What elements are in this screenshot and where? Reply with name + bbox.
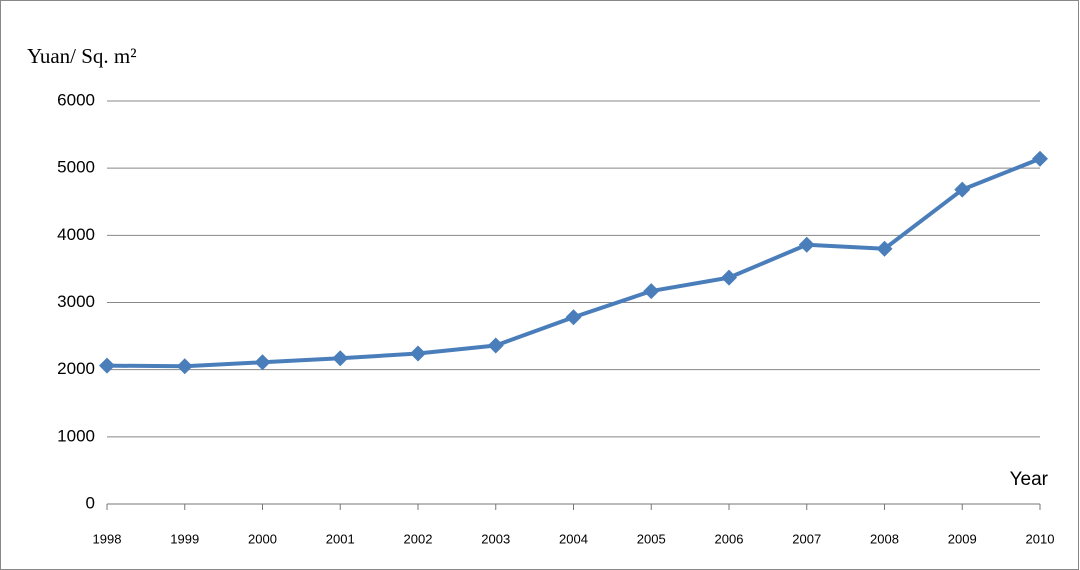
- point: [99, 357, 115, 374]
- point: [410, 345, 426, 362]
- y-tick-label: 0: [86, 493, 95, 512]
- x-tick-label: 2008: [870, 531, 899, 546]
- y-tick-label: 6000: [57, 90, 95, 109]
- x-tick-label: 1998: [93, 531, 122, 546]
- x-axis-label: Year: [1010, 469, 1049, 490]
- point: [176, 358, 193, 375]
- point: [487, 337, 504, 354]
- point: [254, 354, 271, 371]
- x-tick-label: 2003: [481, 531, 510, 546]
- x-tick-label: 1999: [170, 531, 199, 546]
- x-tick-label: 2010: [1026, 531, 1055, 546]
- x-tick-label: 2005: [637, 531, 666, 546]
- y-tick-label: 2000: [57, 359, 95, 378]
- x-tick-label: 2001: [326, 531, 355, 546]
- point: [954, 181, 971, 198]
- point: [798, 236, 815, 253]
- x-tick-label: 2004: [559, 531, 588, 546]
- y-tick-label: 3000: [57, 292, 95, 311]
- point: [876, 240, 893, 257]
- x-tick-label: 2002: [404, 531, 433, 546]
- y-tick-label: 4000: [57, 225, 95, 244]
- y-tick-label: 5000: [57, 158, 95, 177]
- point: [1032, 150, 1048, 167]
- point: [721, 269, 737, 286]
- x-tick-label: 2009: [948, 531, 977, 546]
- x-tick-label: 2000: [248, 531, 277, 546]
- y-axis-label: Yuan/ Sq. m²: [27, 44, 137, 68]
- point: [565, 309, 582, 326]
- y-tick-label: 1000: [57, 426, 95, 445]
- point: [332, 350, 349, 367]
- x-tick-label: 2007: [792, 531, 821, 546]
- point: [643, 283, 660, 300]
- x-tick-label: 2006: [715, 531, 744, 546]
